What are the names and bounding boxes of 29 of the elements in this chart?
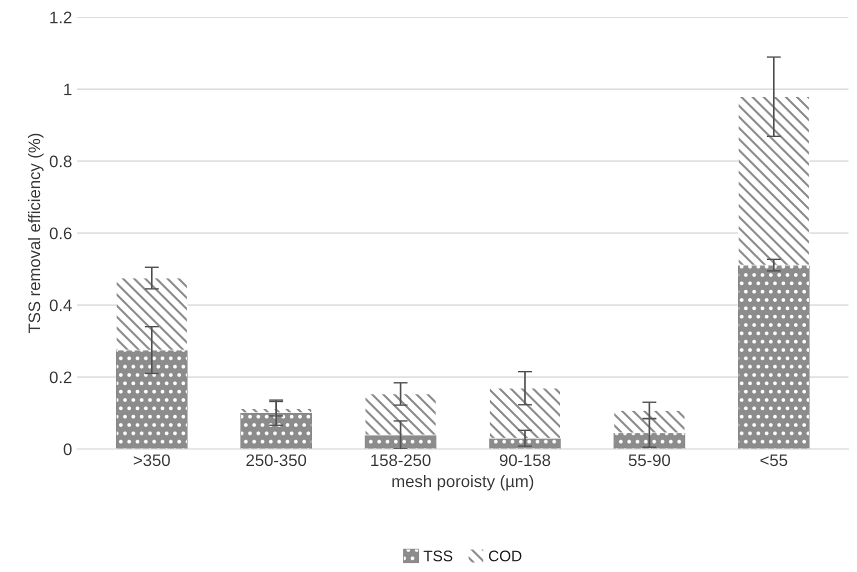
bar	[116, 278, 188, 350]
y-tick-label: 0.6	[50, 227, 72, 240]
x-tick-label: 90-158	[500, 454, 550, 466]
bar	[116, 350, 188, 450]
bar	[738, 96, 810, 266]
y-tick-label: 0.8	[50, 156, 72, 168]
bar	[240, 408, 312, 414]
bar	[614, 432, 686, 450]
y-tick-label: 1.2	[50, 12, 72, 24]
y-tick-label: 0.2	[50, 371, 72, 384]
bar	[489, 438, 561, 450]
bar	[738, 264, 810, 450]
x-tick-label: 55-90	[628, 454, 670, 466]
bar	[489, 388, 561, 439]
legend-label: COD	[488, 550, 522, 562]
x-tick-label: 158-250	[371, 454, 431, 466]
bar	[364, 394, 436, 436]
legend-label: TSS	[424, 550, 452, 562]
x-tick-label: <55	[760, 454, 788, 466]
bar	[614, 410, 686, 434]
y-tick-label: 0.4	[50, 299, 72, 312]
y-tick-label: 0	[64, 443, 72, 456]
x-tick-label: 250-350	[246, 454, 306, 466]
bar	[240, 412, 312, 450]
bar	[364, 434, 436, 450]
x-tick-label: >350	[134, 454, 170, 466]
x-axis-title: mesh poroisty (µm)	[392, 474, 534, 491]
y-axis-title: TSS removal efficiency (%)	[28, 134, 44, 334]
y-tick-label: 1	[64, 84, 72, 96]
